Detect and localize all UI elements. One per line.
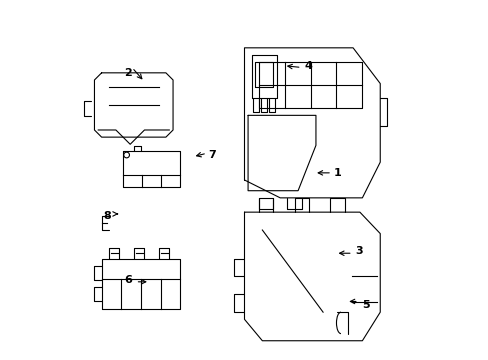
Text: 4: 4 [304,61,312,71]
Text: 7: 7 [208,150,216,160]
Text: 8: 8 [103,211,111,221]
Text: 3: 3 [354,247,362,256]
Text: 5: 5 [362,300,369,310]
Text: 6: 6 [124,275,132,285]
Text: 1: 1 [333,168,341,178]
Text: 2: 2 [124,68,132,78]
